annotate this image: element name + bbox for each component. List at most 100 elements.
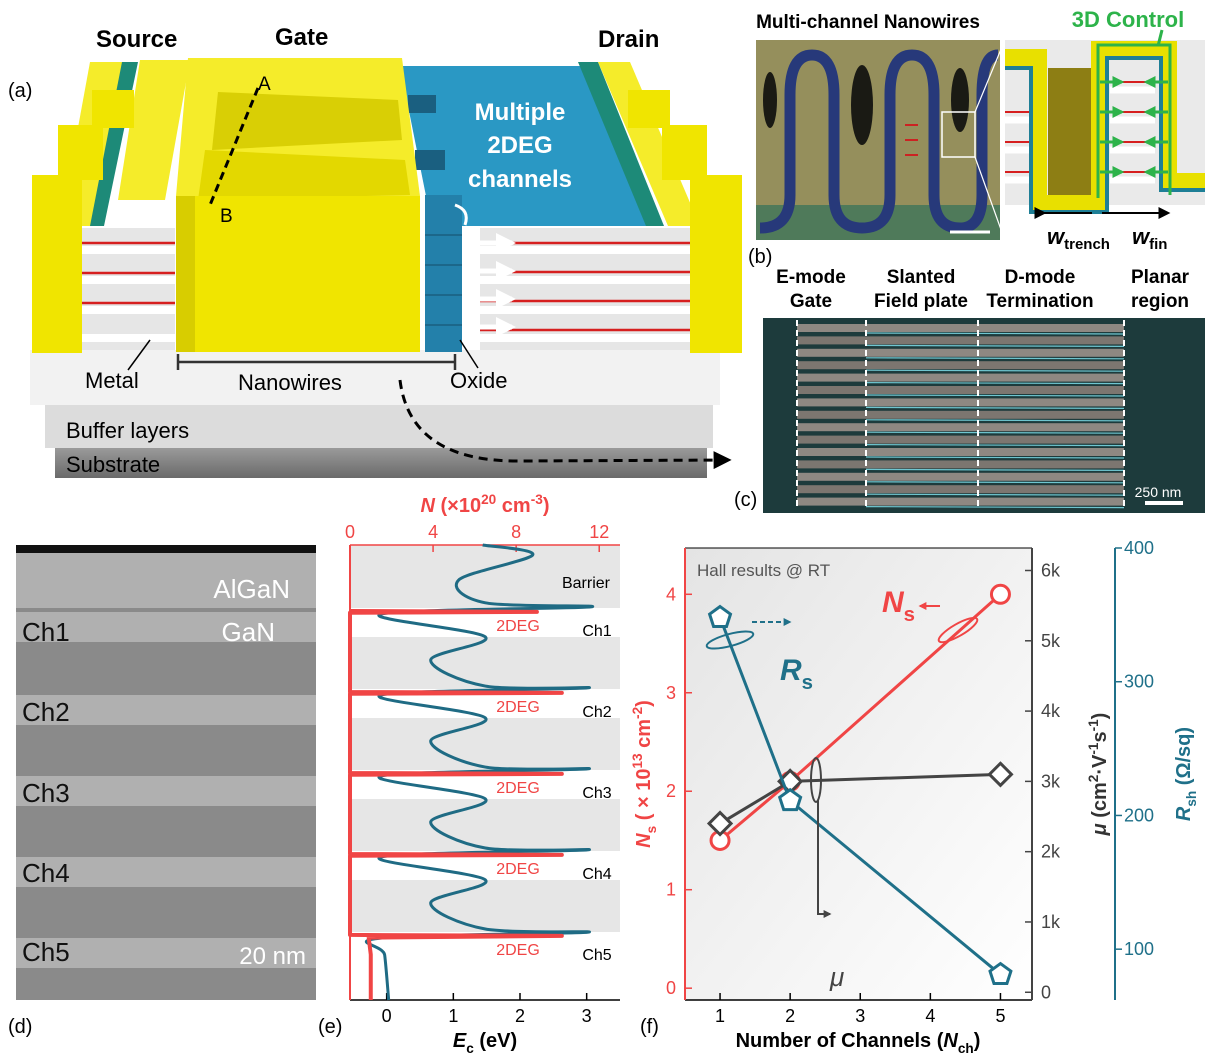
trench-hole [408, 95, 436, 113]
panel-label: (e) [318, 1016, 342, 1038]
label: A [258, 74, 271, 95]
y-tick-label: 4k [1041, 701, 1061, 721]
gate-side [176, 196, 195, 352]
stripe [797, 324, 1124, 332]
label-part: fin [1149, 236, 1167, 253]
y-tick-label: 0 [666, 978, 676, 998]
layer-band [350, 718, 620, 770]
gate-front [176, 196, 420, 352]
x-axis-title-part: Number of Channels ( [736, 1030, 944, 1052]
stripe [797, 374, 1124, 382]
annotation: 2DEG [496, 861, 540, 878]
annotation: Ch2 [582, 704, 611, 721]
y-axis-title-part: N [633, 833, 655, 848]
y-tick-label: 0 [1041, 982, 1051, 1002]
y-tick-label: 3 [666, 683, 676, 703]
x-tick-label: 2 [515, 1006, 525, 1026]
y-tick-label: 6k [1041, 560, 1061, 580]
x-tick-label: 3 [582, 1006, 592, 1026]
y-tick-label: 200 [1124, 805, 1154, 825]
annotation: Hall results @ RT [697, 561, 830, 580]
y2-axis-title-part: s [1089, 731, 1111, 742]
scale-label: 20 nm [239, 943, 306, 970]
label: Nanowires [238, 370, 342, 395]
stripe [797, 473, 1124, 481]
annotation: Ch1 [582, 623, 611, 640]
stripe [797, 460, 1124, 468]
drain-pad [662, 125, 707, 180]
gate-recess [212, 92, 402, 150]
page: { "panel_a":{"label":"(a)","source":"Sou… [0, 0, 1211, 1053]
layer-band [350, 637, 620, 689]
x-tick-label: 2 [785, 1006, 795, 1026]
y-tick-label: 2k [1041, 842, 1061, 862]
stripe [797, 498, 1124, 506]
trench [1048, 68, 1092, 198]
y-axis-title: Ns ( × 1013 cm-2) [630, 700, 659, 848]
header: E-mode [776, 267, 846, 288]
x-axis-title-part: ) [974, 1030, 981, 1052]
annotation: Barrier [562, 575, 611, 592]
layer-band [350, 880, 620, 932]
x2-tick-label: 4 [428, 522, 438, 542]
header: region [1131, 291, 1189, 312]
y3-axis-title: Rsh (Ω/sq) [1173, 727, 1199, 821]
stripe [797, 386, 1124, 394]
x-tick-label: 1 [715, 1006, 725, 1026]
panel-label: (b) [748, 246, 772, 268]
panel-label: (a) [8, 80, 32, 102]
header: Termination [986, 291, 1093, 312]
annotation-part: s [802, 672, 813, 694]
x-axis-title-part: N [943, 1030, 958, 1052]
y2-axis-title: μ (cm2·V-1s-1) [1086, 713, 1111, 837]
y2-axis-title-part: (cm [1089, 782, 1111, 823]
x-tick-label: 0 [382, 1006, 392, 1026]
stripe [797, 336, 1124, 344]
x-tick-label: 3 [855, 1006, 865, 1026]
header: Gate [790, 291, 832, 312]
y-tick-label: 4 [666, 584, 676, 604]
void [851, 65, 873, 145]
scale-label: 250 nm [1135, 484, 1182, 500]
y3-axis-title-part: sh [1184, 791, 1199, 807]
stripe [797, 411, 1124, 419]
x-axis-title: Ec (eV) [453, 1030, 517, 1053]
figure: (a) Source Gate Drain A B Multiple 2DEG … [0, 0, 1211, 1053]
sem-top-view: 250 nm E-mode Gate Slanted Field plate D… [734, 267, 1205, 513]
channel-label: Ch1 [22, 617, 70, 647]
label: Gate [275, 24, 328, 51]
drain-pad [690, 175, 742, 353]
stripe [797, 485, 1124, 493]
annotation-part: s [904, 604, 915, 626]
annotation: 2DEG [496, 618, 540, 635]
source-pad [92, 90, 134, 128]
y-axis-title-part: s [644, 826, 659, 834]
x-tick-label: 1 [448, 1006, 458, 1026]
y-tick-label: 1k [1041, 912, 1061, 932]
y3-axis-title-part: R [1173, 806, 1195, 821]
x2-axis-title-part: (×10 [435, 495, 481, 517]
layer-label: AlGaN [213, 574, 290, 604]
panel-label: (d) [8, 1016, 32, 1038]
panel-label: (f) [640, 1016, 659, 1038]
label: Oxide [450, 368, 507, 393]
label: Metal [85, 368, 139, 393]
label: 3D Control [1072, 7, 1184, 32]
annotation: μ [829, 962, 844, 992]
layer-band [350, 799, 620, 851]
label: Buffer layers [66, 418, 189, 443]
y3-axis-title-part: (Ω/sq) [1173, 727, 1195, 791]
stripes [797, 324, 1124, 508]
stripe [797, 448, 1124, 456]
label: Source [96, 26, 177, 53]
void [763, 72, 777, 128]
x-axis-title-part: ch [958, 1041, 974, 1053]
x-tick-label: 4 [925, 1006, 935, 1026]
x2-tick-label: 0 [345, 522, 355, 542]
label: wfin [1132, 224, 1167, 253]
label: Substrate [66, 452, 160, 477]
header: Field plate [874, 291, 968, 312]
y-tick-label: 1 [666, 880, 676, 900]
label: B [220, 206, 233, 227]
annotation: 2DEG [496, 942, 540, 959]
